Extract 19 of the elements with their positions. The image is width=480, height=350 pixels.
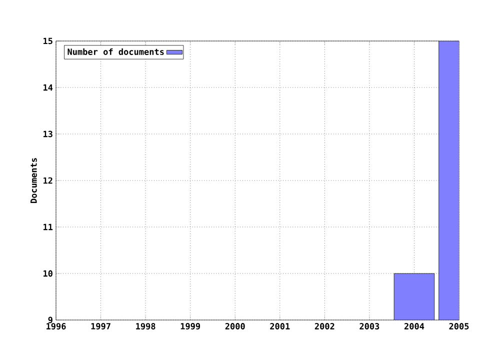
y-tick-label: 10 bbox=[44, 270, 52, 277]
y-tick-label: 9 bbox=[48, 316, 52, 324]
x-tick-label: 1997 bbox=[91, 323, 110, 330]
y-tick-label: 15 bbox=[44, 38, 52, 44]
x-tick-label: 1998 bbox=[136, 323, 156, 330]
y-tick-label: 13 bbox=[44, 130, 52, 138]
x-tick-label: 2005 bbox=[449, 323, 469, 330]
y-tick-label: 12 bbox=[44, 177, 52, 184]
x-tick-label: 2002 bbox=[314, 323, 334, 330]
x-tick-label: 2000 bbox=[225, 323, 245, 330]
y-tick-label: 14 bbox=[44, 84, 53, 91]
x-tick-label: 2003 bbox=[360, 323, 380, 330]
x-tick-label: 2004 bbox=[404, 323, 424, 330]
x-tick-label: 1999 bbox=[180, 323, 200, 330]
y-axis-title: Documents bbox=[30, 158, 37, 203]
x-tick-label: 2001 bbox=[270, 323, 290, 330]
legend-label: Number of documents bbox=[68, 48, 164, 55]
x-tick-label: 1996 bbox=[46, 323, 66, 330]
y-tick-label: 11 bbox=[44, 224, 53, 230]
